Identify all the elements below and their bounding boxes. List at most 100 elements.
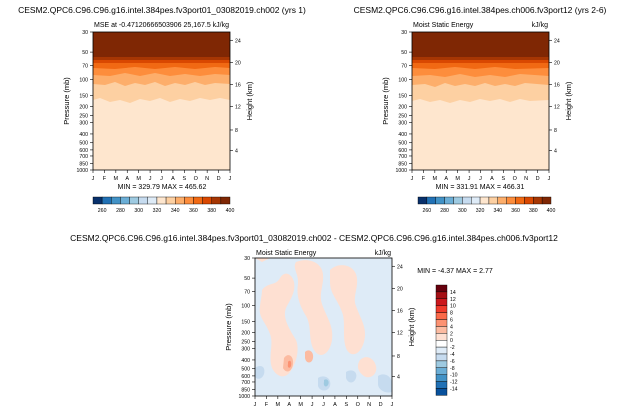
month-tick-label: A (490, 176, 494, 182)
height-tick-label: 16 (554, 82, 560, 88)
pressure-tick-label: 70 (244, 289, 250, 295)
colorbar-swatch (462, 196, 472, 205)
colorbar-swatch (211, 196, 222, 205)
colorbar-swatch (111, 196, 121, 205)
colorbar-swatch (426, 196, 436, 205)
month-tick-label: M (433, 176, 438, 182)
colorbar-swatch (435, 196, 445, 205)
colorbar-swatch (435, 353, 448, 362)
colorbar-label: 320 (153, 208, 162, 214)
month-tick-label: F (103, 176, 107, 182)
colorbar-swatch (147, 196, 158, 205)
pressure-tick-label: 600 (79, 148, 88, 154)
month-tick-label: J (92, 176, 95, 182)
month-tick-label: M (114, 176, 119, 182)
colorbar-swatch (435, 298, 448, 306)
month-tick-label: M (455, 176, 460, 182)
colorbar-label: 8 (450, 311, 453, 317)
colorbar-swatch (156, 196, 167, 205)
pressure-tick-label: 150 (79, 93, 88, 99)
panel-1-right-label: kJ/kg (213, 22, 229, 29)
colorbar-swatch (435, 312, 448, 320)
colorbar-label: 380 (207, 208, 216, 214)
pressure-tick-label: 30 (82, 30, 88, 36)
colorbar-swatch (92, 196, 103, 205)
colorbar-label: 0 (450, 338, 453, 344)
month-tick-label: A (171, 176, 175, 182)
colorbar-swatch (101, 196, 112, 205)
month-tick-label: J (479, 176, 482, 182)
colorbar-swatch (453, 196, 463, 205)
colorbar-label: -6 (450, 359, 455, 365)
pressure-tick-label: 600 (241, 374, 250, 380)
colorbar-swatch (435, 326, 448, 334)
colorbar-swatch (174, 196, 185, 205)
panel-2-left-label: Moist Static Energy (413, 22, 474, 29)
height-tick-label: 12 (235, 105, 241, 111)
pressure-tick-label: 250 (79, 113, 88, 119)
month-tick-label: J (322, 402, 325, 408)
colorbar-swatch (435, 340, 448, 348)
panel-2-field (412, 32, 549, 170)
pressure-tick-label: 50 (82, 50, 88, 56)
panel-3-stats: MIN = -4.37 MAX = 2.77 (417, 268, 493, 275)
month-tick-label: O (194, 176, 199, 182)
month-tick-label: A (125, 176, 129, 182)
colorbar-label: 280 (440, 208, 449, 214)
pressure-tick-label: 500 (79, 141, 88, 147)
colorbar-swatch (165, 196, 176, 205)
colorbar-label: 6 (450, 318, 453, 324)
colorbar-swatch (541, 196, 552, 205)
colorbar-swatch (435, 284, 448, 293)
panel-1-height-ticks: 24 20 16 12 8 4 (230, 38, 241, 155)
month-tick-label: O (356, 402, 361, 408)
colorbar-label: 380 (529, 208, 538, 214)
month-tick-label: J (254, 402, 257, 408)
panel-1-left-label: MSE at -0.47120666503906 25,167.5 (94, 22, 211, 29)
pressure-tick-label: 1000 (76, 168, 88, 174)
panel-3-height-ticks: 24 20 16 12 8 4 (392, 264, 403, 381)
colorbar-swatch (435, 346, 448, 355)
pressure-tick-label: 850 (241, 388, 250, 394)
month-tick-label: J (411, 176, 414, 182)
colorbar-swatch (435, 333, 448, 341)
pressure-tick-label: 500 (398, 141, 407, 147)
pressure-tick-label: 850 (79, 162, 88, 168)
month-tick-label: J (229, 176, 232, 182)
pressure-tick-label: 700 (398, 154, 407, 160)
pressure-tick-label: 300 (398, 121, 407, 127)
colorbar-swatch (120, 196, 130, 205)
colorbar-label: 400 (547, 208, 556, 214)
colorbar-label: 10 (450, 304, 456, 310)
colorbar-label: -10 (450, 373, 458, 379)
pressure-tick-label: 200 (398, 105, 407, 111)
colorbar-swatch (524, 196, 534, 205)
month-tick-label: D (217, 176, 221, 182)
panel-2-ylabel-right: Height (km) (564, 81, 573, 120)
panel-1-ylabel-right: Height (km) (245, 81, 254, 120)
pressure-tick-label: 400 (241, 358, 250, 364)
month-tick-label: A (333, 402, 337, 408)
pressure-tick-label: 1000 (395, 168, 407, 174)
panel-3-ylabel: Pressure (mb) (224, 303, 233, 351)
colorbar-swatch (435, 374, 448, 382)
colorbar-label: 300 (458, 208, 467, 214)
colorbar-swatch (488, 196, 498, 205)
colorbar-swatch (515, 196, 525, 205)
pressure-tick-label: 30 (244, 256, 250, 262)
pressure-tick-label: 850 (398, 162, 407, 168)
month-tick-label: S (182, 176, 186, 182)
pressure-tick-label: 700 (79, 154, 88, 160)
panel-3-ylabel-right: Height (km) (407, 307, 416, 346)
month-tick-label: O (513, 176, 518, 182)
month-tick-label: N (205, 176, 209, 182)
month-tick-label: M (276, 402, 281, 408)
height-tick-label: 8 (397, 354, 400, 360)
height-tick-label: 4 (554, 149, 557, 155)
pressure-tick-label: 300 (79, 121, 88, 127)
month-tick-label: J (391, 402, 394, 408)
